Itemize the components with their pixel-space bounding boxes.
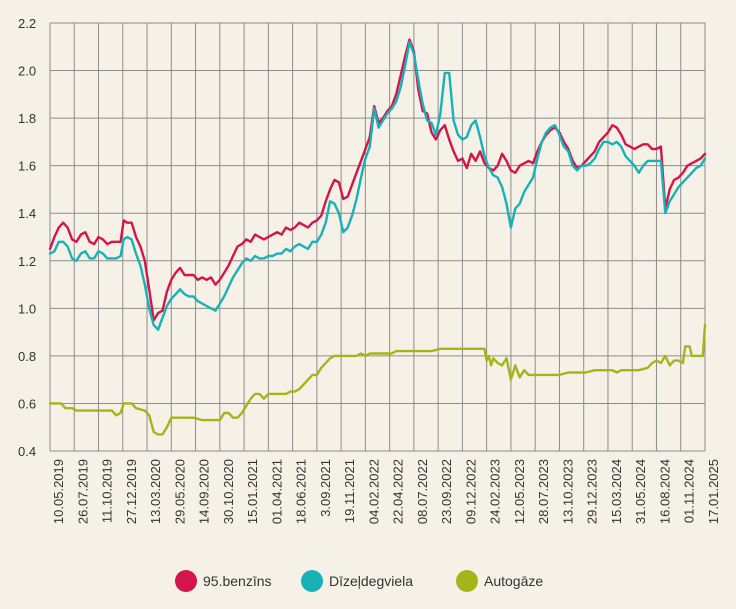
x-tick-label: 15.03.2024	[609, 459, 624, 524]
x-tick-label: 3.09.2021	[318, 459, 333, 517]
legend-label: Dīzeļdegviela	[329, 573, 413, 589]
x-tick-label: 09.12.2022	[463, 459, 478, 524]
x-axis: 10.05.2019 26.07.2019 11.10.2019 27.12.2019…	[51, 459, 721, 524]
y-tick-label: 2.0	[18, 64, 36, 79]
x-tick-label: 31.05.2024	[633, 459, 648, 524]
x-tick-label: 01.04.2021	[269, 459, 284, 524]
x-tick-label: 04.02.2022	[366, 459, 381, 524]
legend-swatch	[456, 570, 478, 592]
y-tick-label: 1.8	[18, 111, 36, 126]
x-tick-label: 23.09.2022	[439, 459, 454, 524]
x-tick-label: 30.10.2020	[221, 459, 236, 524]
x-tick-label: 01.11.2024	[682, 459, 697, 523]
x-tick-label: 29.12.2023	[585, 459, 600, 524]
x-tick-label: 08.07.2022	[415, 459, 430, 524]
y-tick-label: 1.4	[18, 206, 36, 221]
x-tick-label: 27.12.2019	[124, 459, 139, 524]
x-tick-label: 19.11.2021	[342, 459, 357, 523]
y-tick-label: 0.8	[18, 349, 36, 364]
series-lines	[48, 38, 707, 436]
x-tick-label: 13.10.2023	[560, 459, 575, 524]
x-tick-label: 24.02.2023	[488, 459, 503, 524]
x-tick-label: 15.01.2021	[245, 459, 260, 524]
legend-swatch	[301, 570, 323, 592]
y-tick-label: 0.6	[18, 396, 36, 411]
x-tick-label: 28.07.2023	[536, 459, 551, 524]
x-tick-label: 16.08.2024	[657, 459, 672, 524]
x-tick-label: 22.04.2022	[391, 459, 406, 524]
x-tick-label: 17.01.2025	[706, 459, 721, 524]
y-axis: 0.4 0.6 0.8 1.0 1.2 1.4 1.6 1.8 2.0 2.2	[18, 16, 36, 459]
x-tick-label: 14.09.2020	[197, 459, 212, 524]
y-tick-label: 1.0	[18, 301, 36, 316]
x-tick-label: 26.07.2019	[75, 459, 90, 524]
y-tick-label: 0.4	[18, 444, 36, 459]
series-line	[48, 40, 707, 331]
x-tick-label: 18.06.2021	[294, 459, 309, 524]
series-line	[48, 323, 707, 436]
x-tick-label: 13.03.2020	[148, 459, 163, 524]
legend-swatch	[175, 570, 197, 592]
legend-label: 95.benzīns	[203, 573, 272, 589]
y-tick-label: 1.2	[18, 254, 36, 269]
x-tick-label: 29.05.2020	[172, 459, 187, 524]
y-tick-label: 1.6	[18, 159, 36, 174]
x-tick-label: 12.05.2023	[512, 459, 527, 524]
y-tick-label: 2.2	[18, 16, 36, 31]
legend-label: Autogāze	[484, 573, 543, 589]
x-tick-label: 11.10.2019	[100, 459, 115, 523]
x-tick-label: 10.05.2019	[51, 459, 66, 524]
legend: 95.benzīns Dīzeļdegviela Autogāze	[175, 570, 543, 592]
